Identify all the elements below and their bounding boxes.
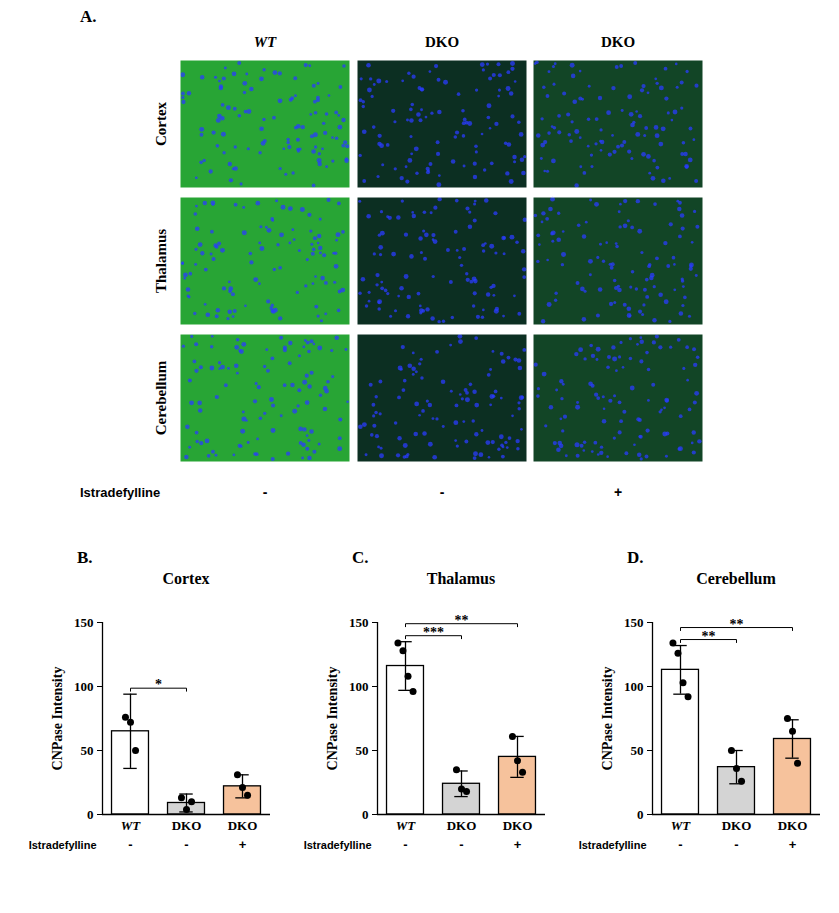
svg-text:-: - xyxy=(734,837,738,852)
svg-text:DKO: DKO xyxy=(778,818,808,833)
html-text:Cortex: Cortex xyxy=(162,570,210,587)
svg-text:0: 0 xyxy=(637,807,644,822)
svg-text:50: 50 xyxy=(631,743,644,758)
svg-text:+: + xyxy=(239,837,247,852)
svg-text:**: ** xyxy=(702,629,716,644)
svg-text:-: - xyxy=(678,837,682,852)
svg-text:-: - xyxy=(440,484,445,500)
svg-text:0: 0 xyxy=(87,807,94,822)
svg-text:50: 50 xyxy=(356,743,369,758)
svg-text:+: + xyxy=(614,484,622,500)
svg-text:WT: WT xyxy=(254,34,277,50)
html-text:Cerebellum: Cerebellum xyxy=(696,570,776,587)
svg-text:A.: A. xyxy=(80,7,97,26)
svg-text:Cerebellum: Cerebellum xyxy=(153,360,169,435)
svg-text:+: + xyxy=(789,837,797,852)
svg-text:DKO: DKO xyxy=(503,818,533,833)
svg-text:-: - xyxy=(263,484,268,500)
svg-text:150: 150 xyxy=(349,615,369,630)
svg-text:Istradefylline: Istradefylline xyxy=(304,839,372,851)
svg-text:CNPase Intensity: CNPase Intensity xyxy=(50,667,65,771)
svg-text:***: *** xyxy=(423,625,444,640)
svg-text:-: - xyxy=(128,837,132,852)
svg-text:WT: WT xyxy=(121,818,142,833)
svg-text:Thalamus: Thalamus xyxy=(153,229,169,293)
svg-text:0: 0 xyxy=(362,807,369,822)
svg-text:*: * xyxy=(155,677,162,692)
svg-text:DKO: DKO xyxy=(447,818,477,833)
svg-text:+: + xyxy=(514,837,522,852)
svg-text:150: 150 xyxy=(624,615,644,630)
svg-text:100: 100 xyxy=(349,679,369,694)
svg-text:100: 100 xyxy=(74,679,94,694)
html-text:Thalamus: Thalamus xyxy=(426,570,496,587)
svg-text:WT: WT xyxy=(396,818,417,833)
svg-text:**: ** xyxy=(455,613,469,628)
svg-text:CNPase Intensity: CNPase Intensity xyxy=(325,667,340,771)
svg-text:DKO: DKO xyxy=(722,818,752,833)
svg-text:50: 50 xyxy=(81,743,94,758)
svg-text:DKO: DKO xyxy=(425,34,459,50)
html-text:C.: C. xyxy=(352,548,369,567)
svg-text:-: - xyxy=(184,837,188,852)
svg-text:-: - xyxy=(459,837,463,852)
svg-text:Istradefylline: Istradefylline xyxy=(579,839,647,851)
svg-text:**: ** xyxy=(730,617,744,632)
svg-text:Istradefylline: Istradefylline xyxy=(29,839,97,851)
html-text:D.: D. xyxy=(627,548,644,567)
svg-text:-: - xyxy=(403,837,407,852)
svg-text:Istradefylline: Istradefylline xyxy=(80,485,160,500)
svg-text:WT: WT xyxy=(671,818,692,833)
svg-text:Cortex: Cortex xyxy=(153,101,169,146)
svg-text:150: 150 xyxy=(74,615,94,630)
svg-text:DKO: DKO xyxy=(228,818,258,833)
svg-text:DKO: DKO xyxy=(172,818,202,833)
svg-text:DKO: DKO xyxy=(601,34,635,50)
svg-text:100: 100 xyxy=(624,679,644,694)
svg-text:CNPase Intensity: CNPase Intensity xyxy=(600,667,615,771)
html-text:B.: B. xyxy=(77,548,93,567)
